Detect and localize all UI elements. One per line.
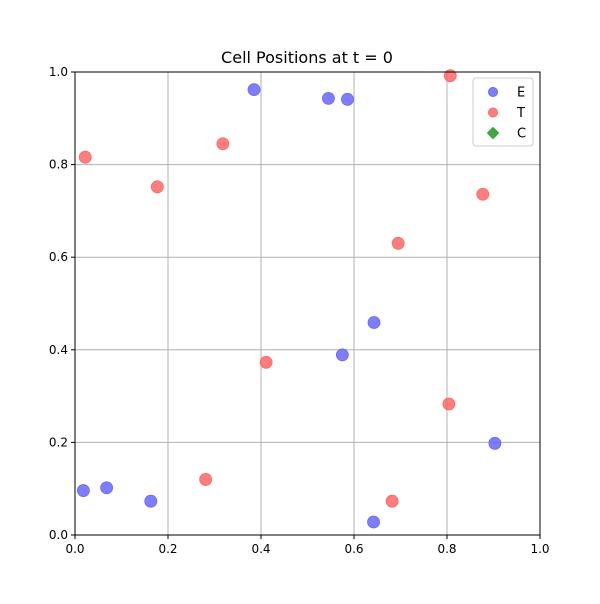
plot-frame <box>74 71 541 536</box>
point-T <box>259 355 273 369</box>
x-tick-label: 0.2 <box>158 542 177 556</box>
series-E <box>76 83 502 529</box>
point-E <box>335 348 349 362</box>
data-points <box>76 69 502 529</box>
series-T <box>78 69 490 508</box>
x-tick-label: 0.8 <box>437 542 456 556</box>
x-tick-label: 1.0 <box>530 542 549 556</box>
point-T <box>442 397 456 411</box>
point-T <box>150 180 164 194</box>
y-tick-label: 0.6 <box>49 250 68 264</box>
y-tick-label: 1.0 <box>49 65 68 79</box>
point-E <box>76 484 90 497</box>
point-E <box>367 515 380 529</box>
point-T <box>199 473 213 486</box>
legend-marker-C <box>486 126 500 140</box>
legend: ETC <box>472 77 534 147</box>
point-E <box>341 92 354 106</box>
axis-ticks: 0.0 0.2 0.4 0.6 0.8 1.0 0.0 0.2 0.4 0.6 0.8 1.0 <box>49 65 550 556</box>
point-T <box>78 150 92 164</box>
point-E <box>144 494 158 508</box>
point-T <box>476 187 490 201</box>
point-T <box>391 236 405 250</box>
legend-marker-T <box>488 107 498 118</box>
y-tick-label: 0.0 <box>49 528 68 542</box>
legend-label-C: C <box>517 127 526 142</box>
point-T <box>443 69 457 83</box>
point-T <box>385 494 399 508</box>
point-E <box>488 436 502 450</box>
y-tick-label: 0.8 <box>49 158 68 172</box>
grid-lines <box>74 71 541 536</box>
x-tick-label: 0.4 <box>251 542 270 556</box>
point-T <box>216 137 230 151</box>
legend-label-T: T <box>516 106 525 121</box>
point-E <box>367 316 381 329</box>
chart-title: Cell Positions at t = 0 <box>221 48 393 67</box>
x-tick-label: 0.6 <box>344 542 363 556</box>
y-tick-label: 0.2 <box>49 435 68 449</box>
y-tick-label: 0.4 <box>49 343 68 357</box>
point-E <box>247 83 261 96</box>
point-E <box>322 91 335 105</box>
legend-label-E: E <box>517 86 525 101</box>
point-E <box>100 481 114 495</box>
x-tick-label: 0.0 <box>65 542 84 556</box>
legend-marker-E <box>488 87 498 97</box>
legend-box <box>472 77 534 147</box>
